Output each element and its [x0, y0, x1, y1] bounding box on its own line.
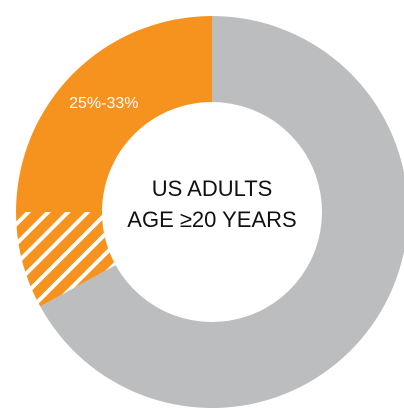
donut-slice-1 — [15, 212, 116, 307]
donut-center-label: US ADULTS AGE ≥20 YEARS — [127, 176, 296, 232]
donut-slices — [15, 16, 404, 408]
donut-slice-2 — [16, 16, 212, 212]
center-label-line-1: US ADULTS — [152, 176, 273, 201]
donut-slice-label-2: 25%-33% — [69, 95, 138, 112]
center-label-line-2: AGE ≥20 YEARS — [127, 207, 296, 232]
donut-slice-0 — [40, 16, 404, 408]
donut-slice-labels: 25%-33% — [69, 95, 138, 112]
